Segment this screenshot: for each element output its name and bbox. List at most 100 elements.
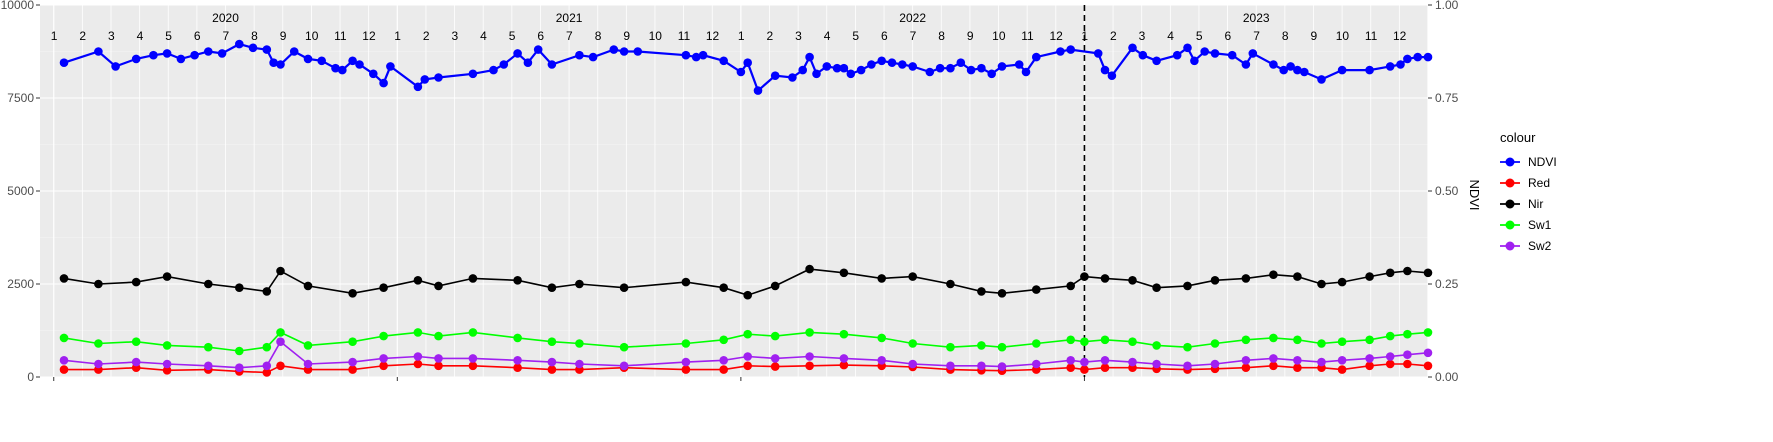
data-point-sw1	[877, 333, 886, 343]
data-point-ndvi	[1286, 62, 1295, 71]
left-axis-tick-label: 0	[27, 370, 34, 384]
data-point-sw1	[1210, 339, 1220, 348]
data-point-ndvi	[94, 47, 103, 56]
data-point-ndvi	[1021, 67, 1031, 77]
month-label: 5	[165, 29, 172, 43]
data-point-sw1	[162, 341, 172, 350]
data-point-red	[770, 362, 780, 371]
year-labels: 2020 2021 2022 2023	[212, 11, 1270, 25]
data-point-nir	[1337, 277, 1347, 287]
data-point-sw1	[1080, 337, 1089, 347]
legend-marker-red	[1505, 178, 1515, 188]
data-point-ndvi	[489, 65, 498, 75]
data-point-sw2	[348, 357, 357, 367]
series-nir	[59, 264, 1433, 300]
data-point-red	[805, 361, 814, 371]
legend-label-sw2: Sw2	[1528, 239, 1552, 253]
data-point-sw1	[235, 346, 244, 356]
data-point-nir	[94, 279, 103, 289]
data-point-sw1	[413, 328, 423, 337]
data-point-sw1	[770, 331, 780, 341]
data-point-nir	[1365, 272, 1374, 281]
month-label: 6	[194, 29, 201, 43]
data-point-red	[719, 365, 728, 374]
month-label: 9	[623, 29, 630, 43]
month-label: 12	[362, 29, 376, 43]
legend-item-ndvi: NDVI	[1500, 155, 1557, 169]
data-point-sw1	[468, 328, 478, 337]
data-point-ndvi	[867, 60, 876, 69]
data-point-nir	[1183, 281, 1192, 291]
month-label: 3	[795, 29, 802, 43]
year-label: 2021	[556, 11, 583, 25]
data-point-sw2	[1293, 356, 1302, 365]
data-point-sw2	[1337, 356, 1347, 365]
right-axis-title: NDVI	[1467, 179, 1482, 210]
data-point-red	[1100, 363, 1110, 373]
data-point-ndvi	[59, 58, 69, 67]
month-label: 10	[992, 29, 1006, 43]
right-axis-tick-label: 0.75	[1435, 91, 1459, 105]
data-point-ndvi	[1279, 65, 1288, 75]
legend-label-sw1: Sw1	[1528, 218, 1552, 232]
month-label: 8	[595, 29, 602, 43]
month-label: 4	[137, 29, 144, 43]
month-label: 12	[706, 29, 720, 43]
data-point-sw2	[1210, 359, 1220, 369]
data-point-sw1	[276, 328, 285, 337]
data-point-red	[1293, 363, 1302, 373]
data-point-ndvi	[1210, 49, 1220, 58]
data-point-sw1	[94, 339, 103, 348]
data-point-ndvi	[386, 62, 395, 71]
legend-item-sw2: Sw2	[1500, 239, 1552, 253]
data-point-ndvi	[1413, 52, 1422, 62]
data-point-sw1	[513, 333, 522, 343]
data-point-nir	[770, 281, 780, 291]
month-label: 1	[51, 29, 58, 43]
legend-title: colour	[1500, 130, 1536, 145]
data-point-nir	[1423, 268, 1433, 278]
legend-marker-nir	[1505, 199, 1515, 209]
data-point-nir	[1317, 279, 1326, 289]
data-point-ndvi	[235, 39, 244, 49]
data-point-sw2	[1080, 357, 1089, 367]
data-point-nir	[1269, 270, 1278, 280]
month-label: 9	[967, 29, 974, 43]
data-point-nir	[513, 276, 522, 285]
data-point-nir	[1032, 285, 1041, 294]
data-point-ndvi	[839, 63, 849, 73]
month-label: 9	[280, 29, 287, 43]
year-label: 2020	[212, 11, 239, 25]
data-point-ndvi	[468, 69, 478, 79]
data-point-ndvi	[1385, 62, 1395, 71]
data-point-ndvi	[966, 65, 976, 75]
data-point-nir	[1080, 272, 1089, 281]
data-point-nir	[235, 283, 244, 293]
year-label: 2022	[899, 11, 926, 25]
left-axis-tick-label: 7500	[7, 91, 34, 105]
data-point-sw1	[1317, 339, 1326, 348]
data-point-sw2	[770, 354, 780, 363]
data-point-red	[434, 361, 443, 371]
data-point-sw1	[1100, 335, 1110, 345]
data-point-ndvi	[1248, 49, 1258, 58]
month-label: 5	[852, 29, 859, 43]
series-line-sw1	[63, 331, 1429, 352]
data-point-ndvi	[1100, 65, 1110, 75]
month-label: 4	[824, 29, 831, 43]
data-point-ndvi	[997, 62, 1007, 71]
data-point-ndvi	[1128, 43, 1137, 53]
data-point-ndvi	[887, 58, 897, 67]
data-point-sw2	[262, 361, 272, 371]
data-point-sw2	[379, 354, 388, 363]
data-point-sw1	[1403, 329, 1412, 339]
data-point-ndvi	[276, 60, 285, 69]
data-point-nir	[1385, 268, 1395, 278]
left-axis-tick-label: 10000	[1, 0, 35, 12]
data-point-sw2	[413, 352, 423, 361]
data-point-ndvi	[269, 58, 278, 67]
data-point-sw1	[1269, 333, 1278, 343]
data-point-red	[1337, 365, 1347, 374]
data-point-sw1	[977, 341, 986, 350]
data-point-sw2	[94, 359, 103, 369]
